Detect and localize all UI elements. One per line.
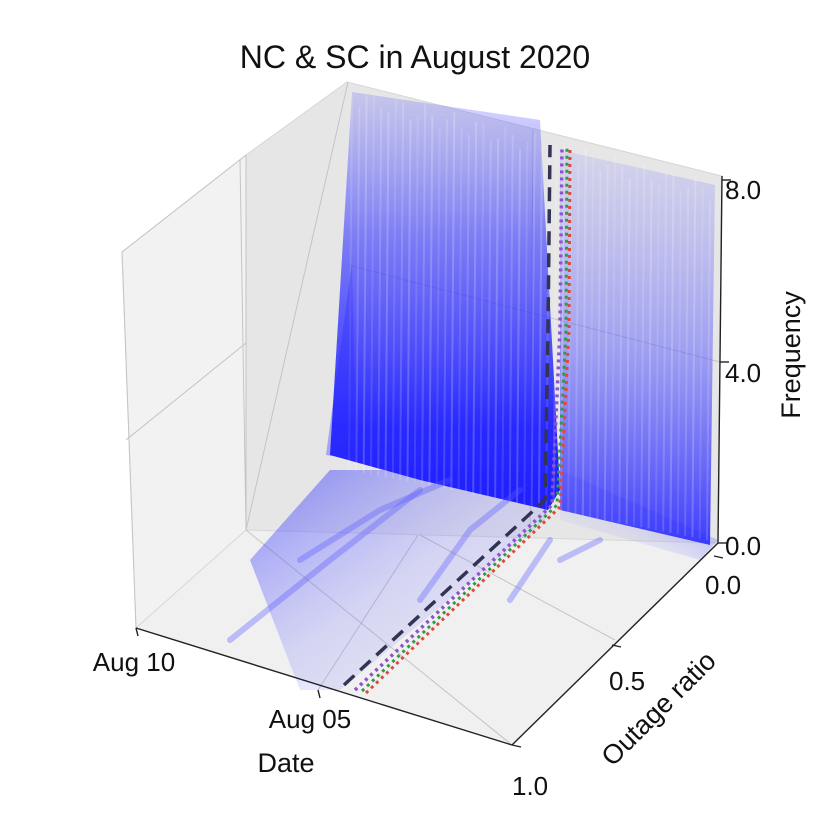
surface-streak — [647, 180, 653, 529]
surface-streak — [632, 167, 638, 526]
surface-streak — [581, 148, 587, 516]
surface-streak — [662, 170, 668, 532]
surface-streak — [603, 164, 609, 521]
y-axis-line — [511, 542, 719, 746]
surface-series — [227, 91, 718, 690]
surface-streak — [589, 154, 595, 518]
x-tick-label-0: Aug 10 — [93, 647, 175, 677]
y-tick-label-1: 0.5 — [609, 666, 645, 696]
y-tick-mark — [713, 555, 724, 559]
surface-streak — [508, 134, 514, 502]
surface-wisp — [417, 487, 523, 603]
surface-streak — [428, 114, 434, 486]
surface-streak — [377, 107, 383, 476]
grid-line-left-edge — [121, 251, 137, 629]
overlay-lines — [342, 144, 572, 695]
surface-streak — [552, 144, 558, 511]
surface-wall-left — [330, 92, 560, 510]
z-tick-label-0: 0.0 — [725, 531, 761, 561]
surface-streak — [640, 163, 646, 528]
axis-ticks — [135, 175, 731, 748]
surface-wisp — [507, 537, 553, 603]
surface-streak — [355, 106, 361, 472]
surface-streak — [516, 149, 522, 503]
surface-streak — [369, 91, 375, 475]
y-tick-mark — [611, 644, 622, 648]
surface-streak — [559, 142, 565, 512]
surface-streak — [684, 187, 690, 536]
surface-streak — [669, 174, 675, 533]
surface-streak — [457, 127, 463, 492]
surface-streak — [384, 112, 390, 478]
grid-line-left-inner — [239, 159, 247, 531]
surface-wall-lip — [326, 262, 356, 460]
dotted-line-green — [360, 147, 569, 693]
z-axis-label: Frequency — [776, 291, 806, 419]
surface-streak — [421, 104, 427, 485]
surface-streak — [691, 176, 697, 538]
surface-streak — [698, 187, 704, 539]
surface-streak — [567, 159, 573, 513]
surface-streak — [523, 141, 529, 505]
x-axis-line — [135, 627, 513, 746]
surface-streak — [706, 199, 711, 541]
surface-streak — [611, 154, 617, 522]
surface-wall-right — [560, 150, 715, 545]
chart-title: NC & SC in August 2020 — [240, 39, 590, 75]
surface-streak — [435, 128, 441, 488]
z-tick-label-2: 8.0 — [725, 175, 761, 205]
surface-streak — [494, 139, 500, 499]
grid-line-left-8 — [121, 154, 247, 253]
surface-streaks — [348, 91, 711, 541]
surface-streak — [464, 134, 470, 493]
surface-streak — [450, 112, 456, 491]
y-tick-mark — [511, 744, 522, 748]
surface-streak — [530, 133, 536, 506]
surface-floor-spread — [250, 470, 560, 690]
surface-streak — [348, 94, 353, 471]
surface-streak — [618, 167, 624, 523]
surface-streak — [537, 147, 543, 508]
z-tick-label-1: 4.0 — [725, 358, 761, 388]
x-tick-mark — [317, 689, 321, 699]
surface-streak — [486, 139, 492, 498]
dotted-line-purple — [353, 147, 564, 692]
grid-line-left-4 — [125, 342, 247, 441]
surface-streak — [479, 122, 485, 496]
surface-streak — [676, 191, 682, 535]
surface-streak — [406, 119, 412, 482]
surface-streak — [654, 183, 660, 531]
surface-streak — [472, 122, 478, 495]
surface-streak — [501, 126, 507, 501]
dotted-line-red — [364, 149, 572, 695]
surface-streak — [574, 161, 580, 515]
surface-wisp — [227, 487, 423, 643]
x-tick-label-1: Aug 05 — [269, 704, 351, 734]
surface-streak — [391, 99, 397, 479]
surface-streak — [596, 170, 602, 519]
dashed-median-line — [342, 144, 552, 687]
grid-line-back-left — [245, 81, 349, 531]
y-axis-label: Outage ratio — [595, 645, 721, 771]
y-tick-label-0: 0.0 — [705, 570, 741, 600]
surface-wisp — [297, 477, 453, 563]
x-tick-mark — [135, 627, 139, 637]
surface-wisp — [557, 537, 603, 563]
surface-streak — [362, 96, 368, 473]
surface-streak — [442, 119, 448, 489]
y-tick-label-2: 1.0 — [512, 771, 548, 801]
x-axis-label: Date — [257, 748, 314, 778]
surface-streak — [625, 178, 631, 525]
z-axis-line — [717, 175, 723, 544]
surface-streak — [413, 116, 419, 483]
surface-streak — [399, 102, 405, 481]
